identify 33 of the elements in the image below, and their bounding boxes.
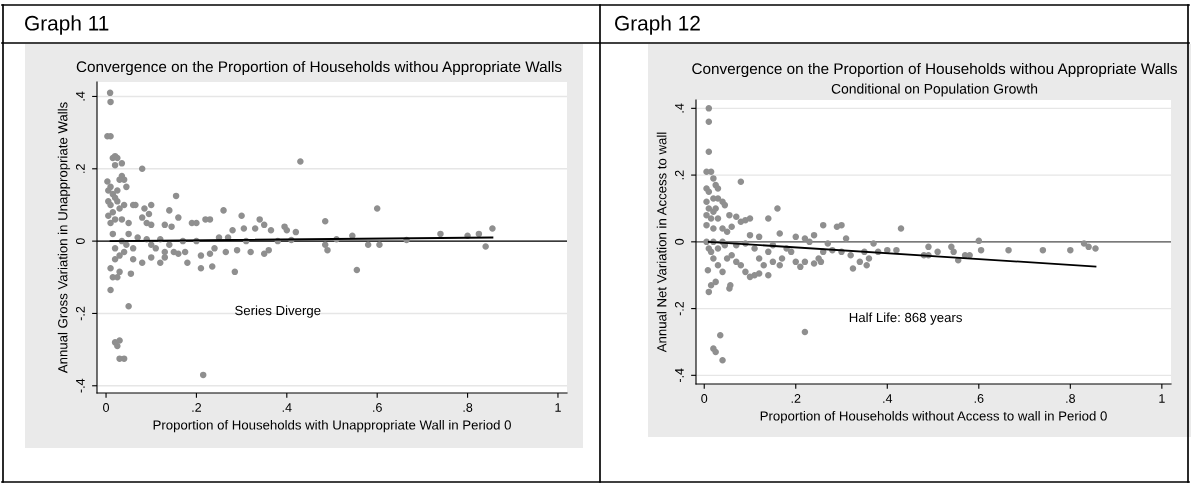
x-tick-label: .8: [463, 403, 473, 412]
x-tick-label: .4: [883, 394, 893, 403]
annotation: Series Diverge: [235, 305, 321, 318]
caption: Graph 12: [615, 15, 700, 35]
x-tick-label: .6: [373, 403, 382, 412]
x-tick-label: .4: [282, 403, 292, 412]
x-axis-title: Proportion of Households with Unappropriate Wall in Period 0: [153, 419, 511, 433]
y-tick-label: 0: [75, 238, 85, 245]
x-tick-label: 1: [1159, 394, 1165, 403]
y-tick-label: .4: [76, 91, 85, 101]
y-tick-label: .2: [75, 164, 85, 173]
x-tick-label: 0: [701, 394, 708, 403]
y-axis-title: Annual Gross Variation in Unappropriate Walls: [57, 102, 71, 374]
x-tick-label: .6: [974, 394, 984, 403]
x-tick-label: .2: [192, 403, 202, 412]
y-tick-label: .4: [675, 103, 684, 113]
chart-title: Convergence on the Proportion of Households withou Appropriate Walls: [76, 60, 562, 76]
x-tick-label: 1: [555, 403, 561, 412]
y-tick-label: -.2: [674, 301, 684, 316]
y-tick-label: -.2: [75, 306, 85, 321]
x-tick-label: .2: [791, 394, 801, 403]
y-axis-title: Annual Net Variation in Access to wall: [656, 132, 667, 353]
x-axis-title: Proportion of Households without Access to wall in Period 0: [760, 410, 1107, 424]
annotation: Half Life: 868 years: [849, 312, 962, 325]
caption: Graph 11: [25, 15, 109, 35]
y-tick-label: 0: [674, 238, 684, 245]
chart-title: Convergence on the Proportion of Households withou Appropriate Walls: [692, 62, 1177, 78]
y-tick-label: .2: [674, 170, 684, 180]
y-tick-label: -.4: [675, 368, 684, 383]
x-tick-label: .8: [1066, 394, 1075, 403]
y-tick-label: -.4: [76, 378, 85, 393]
chart-subtitle: Conditional on Population Growth: [831, 83, 1038, 97]
x-tick-label: 0: [103, 403, 110, 412]
